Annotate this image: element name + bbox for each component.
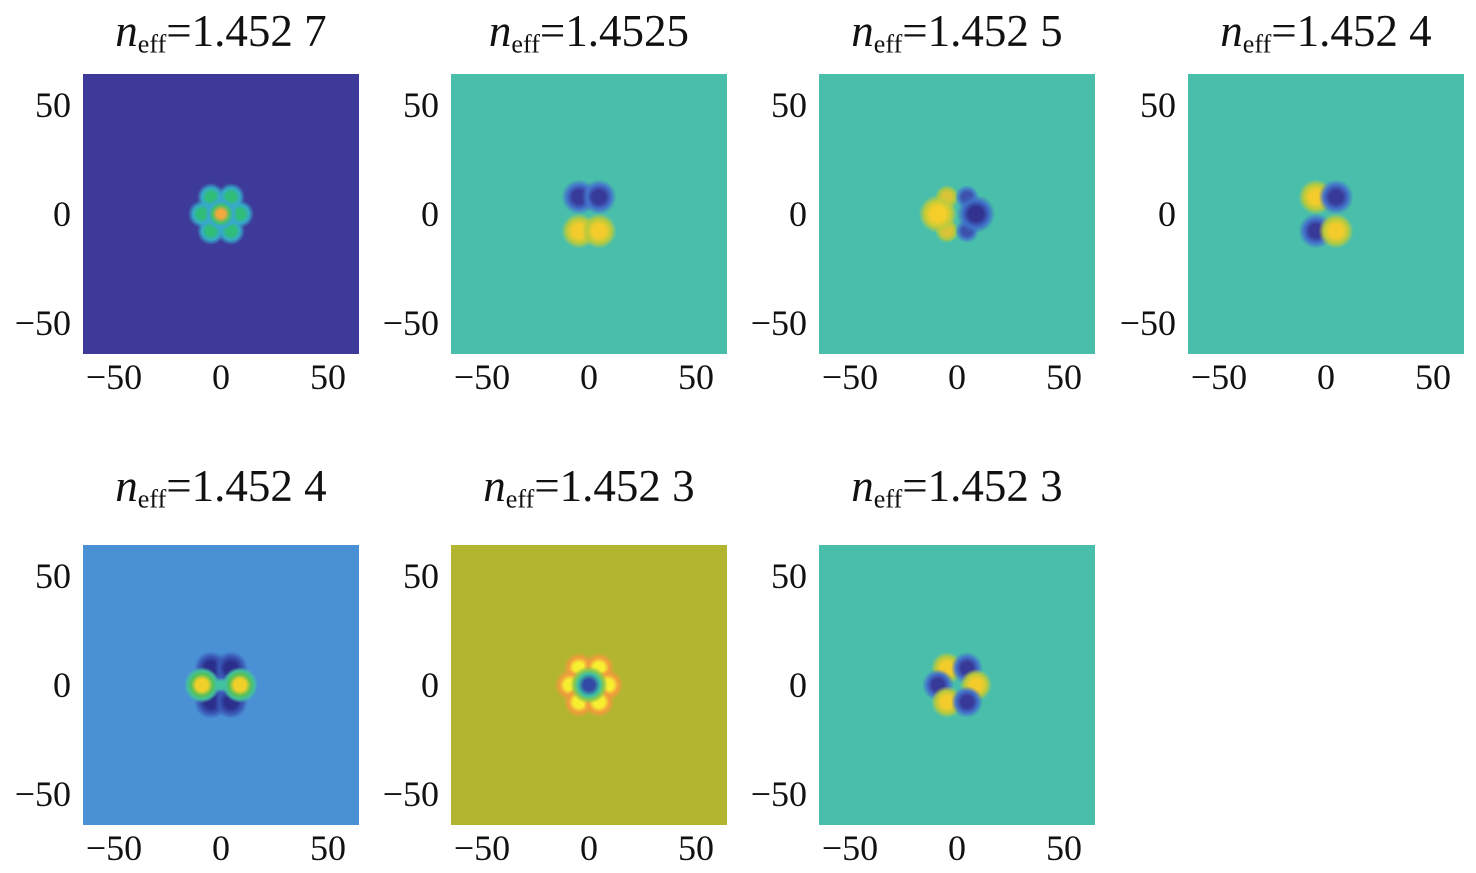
y-tick-label: −50 bbox=[14, 774, 71, 814]
eff-subscript: eff bbox=[873, 484, 903, 514]
n-eff-value: =1.452 4 bbox=[166, 461, 327, 511]
mode-field-spot bbox=[201, 194, 241, 234]
x-tick-label: −50 bbox=[85, 828, 143, 868]
y-tick-label: −50 bbox=[1119, 303, 1176, 343]
y-tick-label: −50 bbox=[382, 303, 439, 343]
n-symbol: n bbox=[851, 6, 874, 56]
n-symbol: n bbox=[1220, 6, 1243, 56]
subplot-7: neff=1.452 3 50 0 −50 −50 0 50 bbox=[751, 462, 1095, 866]
y-tick-label: 0 bbox=[421, 194, 439, 234]
n-symbol: n bbox=[488, 6, 512, 56]
y-tick-label: 0 bbox=[789, 665, 807, 705]
x-tick-label: 0 bbox=[212, 828, 230, 868]
x-tick-label: −50 bbox=[821, 828, 879, 868]
n-symbol: n bbox=[483, 461, 506, 511]
subplot-5: neff=1.452 4 50 0 −50 −50 0 50 bbox=[15, 462, 359, 866]
subplot-3-title: neff=1.452 5 bbox=[851, 6, 1063, 57]
n-eff-value: =1.452 3 bbox=[902, 461, 1063, 511]
eff-subscript: eff bbox=[137, 484, 167, 514]
x-tick-label: 0 bbox=[580, 828, 598, 868]
x-tick-label: −50 bbox=[453, 828, 511, 868]
subplot-2-title: neff=1.4525 bbox=[488, 6, 690, 57]
mode-field-spot bbox=[952, 190, 1001, 238]
y-tick-label: −50 bbox=[750, 774, 807, 814]
mode-field-map bbox=[83, 545, 359, 825]
subplot-7-title: neff=1.452 3 bbox=[851, 461, 1063, 512]
mode-field-map bbox=[819, 74, 1095, 354]
n-eff-value: =1.452 5 bbox=[902, 6, 1063, 56]
y-tick-label: 50 bbox=[771, 556, 807, 596]
n-symbol: n bbox=[851, 461, 874, 511]
mode-field-spot bbox=[1313, 208, 1358, 253]
x-tick-label: −50 bbox=[85, 357, 143, 397]
subplot-2: neff=1.4525 50 0 −50 −50 0 50 bbox=[383, 7, 727, 395]
mode-field-map bbox=[1188, 74, 1464, 354]
y-tick-label: 0 bbox=[53, 194, 71, 234]
y-tick-label: 50 bbox=[35, 85, 71, 125]
n-eff-value: =1.452 7 bbox=[166, 6, 327, 56]
eff-subscript: eff bbox=[505, 484, 535, 514]
x-tick-label: 50 bbox=[310, 357, 346, 397]
x-tick-label: 50 bbox=[310, 828, 346, 868]
x-tick-label: 0 bbox=[948, 828, 966, 868]
y-tick-label: 0 bbox=[53, 665, 71, 705]
x-tick-label: 50 bbox=[678, 357, 714, 397]
n-eff-value: =1.452 4 bbox=[1271, 6, 1432, 56]
mode-field-map bbox=[819, 545, 1095, 825]
mode-field-map bbox=[451, 74, 727, 354]
mode-field-spot bbox=[180, 664, 223, 706]
y-tick-label: 50 bbox=[771, 85, 807, 125]
y-tick-label: −50 bbox=[750, 303, 807, 343]
mode-field-spot bbox=[567, 663, 611, 707]
subplot-4-title: neff=1.452 4 bbox=[1220, 6, 1432, 57]
eff-subscript: eff bbox=[137, 29, 167, 59]
y-tick-label: 50 bbox=[403, 556, 439, 596]
y-tick-label: 50 bbox=[1140, 85, 1176, 125]
eff-subscript: eff bbox=[873, 29, 903, 59]
mode-field-map bbox=[83, 74, 359, 354]
subplot-1: neff=1.452 7 50 0 −50 −50 0 50 bbox=[15, 7, 359, 395]
mode-field-spot bbox=[576, 208, 621, 253]
x-tick-label: −50 bbox=[453, 357, 511, 397]
y-tick-label: 0 bbox=[789, 194, 807, 234]
x-tick-label: 0 bbox=[948, 357, 966, 397]
x-tick-label: 0 bbox=[580, 357, 598, 397]
mode-field-spot bbox=[946, 681, 987, 722]
x-tick-label: −50 bbox=[821, 357, 879, 397]
subplot-6-title: neff=1.452 3 bbox=[483, 461, 695, 512]
x-tick-label: 0 bbox=[212, 357, 230, 397]
subplot-3: neff=1.452 5 50 0 −50 −50 0 50 bbox=[751, 7, 1095, 395]
x-tick-label: 50 bbox=[1046, 357, 1082, 397]
n-eff-value: =1.4525 bbox=[539, 6, 690, 56]
eff-subscript: eff bbox=[1242, 29, 1272, 59]
subplot-6: neff=1.452 3 50 0 −50 −50 0 50 bbox=[383, 462, 727, 866]
mode-field-spot bbox=[219, 664, 262, 706]
x-tick-label: 0 bbox=[1317, 357, 1335, 397]
y-tick-label: 50 bbox=[35, 556, 71, 596]
y-tick-label: −50 bbox=[382, 774, 439, 814]
n-symbol: n bbox=[115, 6, 138, 56]
subplot-5-title: neff=1.452 4 bbox=[115, 461, 327, 512]
y-tick-label: 0 bbox=[421, 665, 439, 705]
y-tick-label: 50 bbox=[403, 85, 439, 125]
mode-field-map bbox=[451, 545, 727, 825]
subplot-1-title: neff=1.452 7 bbox=[115, 6, 327, 57]
y-tick-label: 0 bbox=[1158, 194, 1176, 234]
x-tick-label: 50 bbox=[678, 828, 714, 868]
n-eff-value: =1.452 3 bbox=[534, 461, 695, 511]
x-tick-label: 50 bbox=[1415, 357, 1451, 397]
n-symbol: n bbox=[115, 461, 138, 511]
x-tick-label: −50 bbox=[1190, 357, 1248, 397]
subplot-4: neff=1.452 4 50 0 −50 −50 0 50 bbox=[1120, 7, 1464, 395]
y-tick-label: −50 bbox=[14, 303, 71, 343]
eff-subscript: eff bbox=[511, 29, 540, 59]
x-tick-label: 50 bbox=[1046, 828, 1082, 868]
